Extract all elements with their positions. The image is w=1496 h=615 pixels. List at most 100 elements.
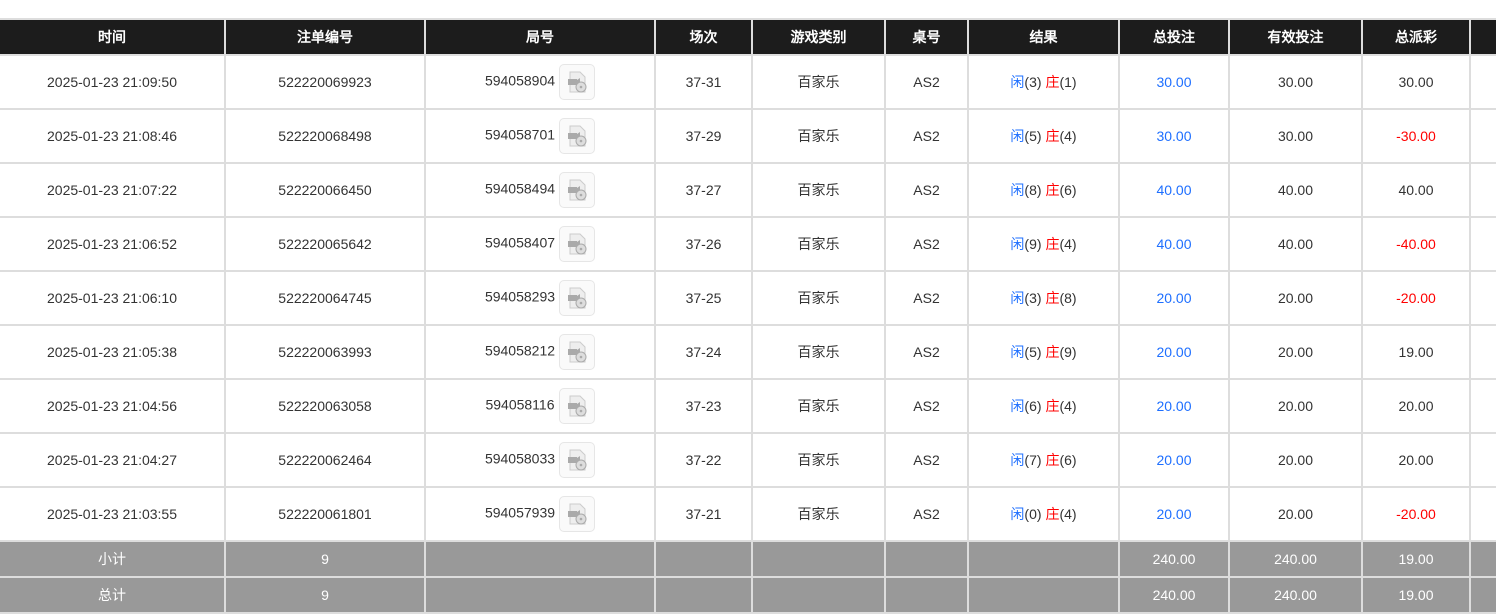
- cell-table-no: AS2: [884, 270, 969, 326]
- cell-valid-bet: 40.00: [1228, 216, 1363, 272]
- subtotal-valid-bet: 240.00: [1228, 540, 1363, 578]
- cell-extra: [1469, 486, 1496, 542]
- empty-cell: [654, 540, 753, 578]
- cell-bet-id: 522220063993: [224, 324, 426, 380]
- player-score: (6): [1024, 398, 1042, 414]
- player-label: 闲: [1010, 506, 1025, 522]
- cell-round-id: 594058293: [424, 270, 656, 326]
- banker-label: 庄: [1045, 398, 1060, 414]
- table-row: 2025-01-23 21:06:52 522220065642 5940584…: [0, 216, 1496, 272]
- empty-cell: [967, 576, 1120, 614]
- cell-valid-bet: 30.00: [1228, 108, 1363, 164]
- video-replay-icon[interactable]: [559, 442, 596, 478]
- player-label: 闲: [1010, 182, 1025, 198]
- player-score: (5): [1024, 344, 1042, 360]
- banker-score: (4): [1059, 398, 1077, 414]
- banker-score: (4): [1059, 236, 1077, 252]
- cell-game-type: 百家乐: [751, 216, 886, 272]
- banker-score: (8): [1059, 290, 1077, 306]
- video-replay-icon[interactable]: [559, 334, 596, 370]
- video-replay-icon[interactable]: [559, 496, 596, 532]
- cell-result: 闲(8) 庄(6): [967, 162, 1120, 218]
- total-row: 总计 9 240.00 240.00 19.00: [0, 576, 1496, 614]
- cell-bet-id: 522220063058: [224, 378, 426, 434]
- banker-label: 庄: [1045, 182, 1060, 198]
- header-table-no: 桌号: [884, 18, 969, 56]
- video-replay-icon[interactable]: [559, 64, 596, 100]
- cell-total-payout: 30.00: [1361, 54, 1471, 110]
- banker-score: (1): [1059, 74, 1077, 90]
- cell-table-no: AS2: [884, 108, 969, 164]
- bet-records-table-container: 时间 注单编号 局号 场次 游戏类别 桌号 结果 总投注 有效投注 总派彩 2025-01-23 …: [0, 18, 1496, 614]
- total-count: 9: [224, 576, 426, 614]
- cell-extra: [1469, 432, 1496, 488]
- empty-cell: [424, 540, 656, 578]
- cell-shoe: 37-29: [654, 108, 753, 164]
- cell-bet-id: 522220068498: [224, 108, 426, 164]
- cell-table-no: AS2: [884, 216, 969, 272]
- cell-result: 闲(7) 庄(6): [967, 432, 1120, 488]
- cell-game-type: 百家乐: [751, 54, 886, 110]
- cell-shoe: 37-23: [654, 378, 753, 434]
- banker-label: 庄: [1045, 344, 1060, 360]
- cell-extra: [1469, 216, 1496, 272]
- round-id: 594058701: [484, 126, 556, 143]
- empty-cell: [751, 576, 886, 614]
- empty-cell: [424, 576, 656, 614]
- table-row: 2025-01-23 21:04:56 522220063058 5940581…: [0, 378, 1496, 434]
- empty-cell: [884, 540, 969, 578]
- banker-score: (6): [1059, 182, 1077, 198]
- cell-total-payout: -30.00: [1361, 108, 1471, 164]
- cell-table-no: AS2: [884, 162, 969, 218]
- round-id: 594058212: [484, 342, 556, 359]
- subtotal-payout: 19.00: [1361, 540, 1471, 578]
- cell-result: 闲(3) 庄(8): [967, 270, 1120, 326]
- video-replay-icon[interactable]: [558, 388, 595, 424]
- cell-bet-id: 522220062464: [224, 432, 426, 488]
- table-row: 2025-01-23 21:04:27 522220062464 5940580…: [0, 432, 1496, 488]
- video-replay-icon[interactable]: [559, 280, 596, 316]
- video-replay-icon[interactable]: [559, 172, 596, 208]
- banker-label: 庄: [1045, 74, 1060, 90]
- cell-valid-bet: 20.00: [1228, 324, 1363, 380]
- cell-table-no: AS2: [884, 54, 969, 110]
- cell-total-bet: 20.00: [1118, 486, 1230, 542]
- round-id: 594058494: [484, 180, 556, 197]
- empty-cell: [654, 576, 753, 614]
- cell-total-bet: 40.00: [1118, 162, 1230, 218]
- cell-time: 2025-01-23 21:07:22: [0, 162, 226, 218]
- cell-game-type: 百家乐: [751, 270, 886, 326]
- player-score: (5): [1024, 128, 1042, 144]
- cell-total-bet: 20.00: [1118, 324, 1230, 380]
- cell-total-payout: 40.00: [1361, 162, 1471, 218]
- cell-extra: [1469, 108, 1496, 164]
- cell-shoe: 37-26: [654, 216, 753, 272]
- cell-shoe: 37-27: [654, 162, 753, 218]
- cell-round-id: 594058407: [424, 216, 656, 272]
- cell-total-payout: 19.00: [1361, 324, 1471, 380]
- cell-bet-id: 522220065642: [224, 216, 426, 272]
- player-score: (7): [1024, 452, 1042, 468]
- subtotal-row: 小计 9 240.00 240.00 19.00: [0, 540, 1496, 578]
- player-score: (3): [1024, 74, 1042, 90]
- cell-valid-bet: 20.00: [1228, 486, 1363, 542]
- empty-cell: [751, 540, 886, 578]
- video-replay-icon[interactable]: [559, 226, 596, 262]
- header-result: 结果: [967, 18, 1120, 56]
- cell-time: 2025-01-23 21:06:52: [0, 216, 226, 272]
- empty-cell: [1469, 540, 1496, 578]
- header-valid-bet: 有效投注: [1228, 18, 1363, 56]
- header-extra: [1469, 18, 1496, 56]
- cell-extra: [1469, 162, 1496, 218]
- cell-result: 闲(5) 庄(4): [967, 108, 1120, 164]
- cell-valid-bet: 20.00: [1228, 432, 1363, 488]
- cell-total-payout: 20.00: [1361, 432, 1471, 488]
- cell-total-payout: 20.00: [1361, 378, 1471, 434]
- cell-extra: [1469, 270, 1496, 326]
- video-replay-icon[interactable]: [559, 118, 596, 154]
- total-payout: 19.00: [1361, 576, 1471, 614]
- cell-result: 闲(0) 庄(4): [967, 486, 1120, 542]
- round-id: 594058904: [484, 72, 556, 89]
- subtotal-label: 小计: [0, 540, 226, 578]
- cell-time: 2025-01-23 21:08:46: [0, 108, 226, 164]
